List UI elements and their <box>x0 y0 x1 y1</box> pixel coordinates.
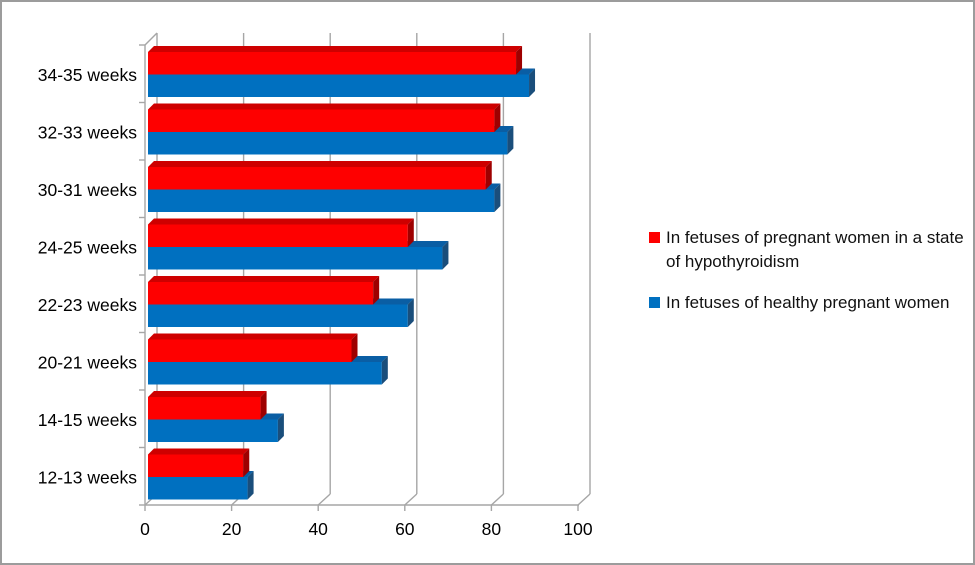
bar-hypothyroidism-top-face <box>148 46 523 52</box>
x-tick-label: 20 <box>222 519 242 539</box>
bar-healthy <box>148 304 408 327</box>
category-label: 22-23 weeks <box>38 295 137 315</box>
bar-hypothyroidism <box>148 339 352 362</box>
x-tick-label: 80 <box>482 519 502 539</box>
floor-diagonal <box>404 493 418 506</box>
bar-hypothyroidism <box>148 454 244 477</box>
bar-hypothyroidism <box>148 224 408 247</box>
wall-top-diagonal <box>144 32 158 46</box>
floor-diagonal <box>317 493 331 506</box>
bar-hypothyroidism-top-face <box>148 333 358 340</box>
bar-hypothyroidism-side-face <box>494 103 501 132</box>
bar-healthy-side-face <box>442 241 449 270</box>
legend-swatch-red-icon <box>649 232 660 243</box>
bar-hypothyroidism <box>148 167 486 190</box>
bar-healthy <box>148 477 248 500</box>
bar-hypothyroidism-side-face <box>260 391 267 420</box>
bar-hypothyroidism-side-face <box>407 218 414 247</box>
category-label: 24-25 weeks <box>38 238 137 258</box>
bar-hypothyroidism-top-face <box>148 103 501 110</box>
bar-hypothyroidism-top-face <box>148 161 492 167</box>
bar-hypothyroidism <box>148 282 374 305</box>
bar-hypothyroidism-side-face <box>351 333 358 362</box>
bar-healthy <box>148 247 443 270</box>
bar-hypothyroidism-side-face <box>516 46 523 75</box>
legend-label-healthy: In fetuses of healthy pregnant women <box>666 293 950 313</box>
bar-healthy <box>148 362 382 385</box>
legend-item-healthy: In fetuses of healthy pregnant women <box>649 291 969 315</box>
x-tick-label: 60 <box>395 519 415 539</box>
floor-diagonal <box>577 493 591 506</box>
category-label: 12-13 weeks <box>38 468 137 488</box>
x-tick-label: 0 <box>140 519 150 539</box>
floor-diagonal <box>490 493 504 506</box>
bar-healthy <box>148 74 530 97</box>
bar-healthy <box>148 132 508 155</box>
bar-hypothyroidism-top-face <box>148 218 414 225</box>
bar-chart-svg: 0 20 40 60 80 100 34-35 weeks 32-33 weeks 30-31 … <box>38 32 593 539</box>
bar-healthy-side-face <box>277 413 284 442</box>
x-tick-label: 100 <box>563 519 592 539</box>
category-label: 30-31 weeks <box>38 180 137 200</box>
category-label: 32-33 weeks <box>38 123 137 143</box>
bar-healthy <box>148 189 495 212</box>
bar-hypothyroidism-side-face <box>373 276 380 305</box>
bar-hypothyroidism-top-face <box>148 448 250 455</box>
legend-label-hypothyroidism: In fetuses of pregnant women in a state … <box>666 228 964 272</box>
bar-healthy-side-face <box>381 356 388 385</box>
bar-hypothyroidism-top-face <box>148 276 380 282</box>
bar-hypothyroidism <box>148 397 261 420</box>
bar-healthy-side-face <box>407 298 414 327</box>
category-label: 34-35 weeks <box>38 65 137 85</box>
bar-healthy <box>148 419 278 442</box>
legend: In fetuses of pregnant women in a state … <box>649 226 969 315</box>
category-label: 14-15 weeks <box>38 410 137 430</box>
bar-healthy-side-face <box>247 471 254 500</box>
category-label: 20-21 weeks <box>38 353 137 373</box>
bar-healthy-side-face <box>494 183 501 212</box>
x-tick-label: 40 <box>308 519 328 539</box>
legend-item-hypothyroidism: In fetuses of pregnant women in a state … <box>649 226 969 274</box>
legend-swatch-blue-icon <box>649 297 660 309</box>
bar-hypothyroidism-top-face <box>148 391 267 397</box>
bar-hypothyroidism-side-face <box>485 161 492 190</box>
bar-hypothyroidism <box>148 109 495 132</box>
bar-hypothyroidism-side-face <box>243 448 250 477</box>
bar-healthy-side-face <box>529 68 536 97</box>
bar-hypothyroidism <box>148 52 517 75</box>
bar-healthy-side-face <box>507 126 514 155</box>
